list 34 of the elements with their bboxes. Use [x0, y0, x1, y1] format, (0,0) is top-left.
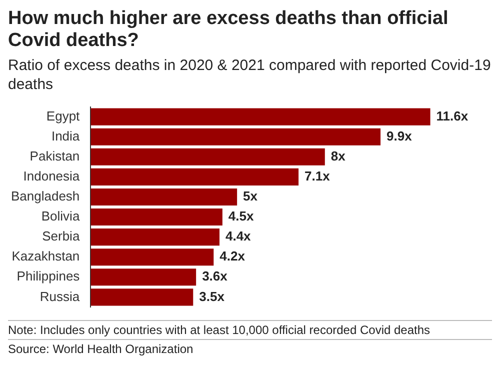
data-label: 3.6x — [202, 268, 228, 284]
bar — [90, 128, 381, 146]
y-tick-label: Kazakhstan — [12, 248, 80, 264]
chart-subtitle: Ratio of excess deaths in 2020 & 2021 compared with reported Covid-19 deaths — [8, 56, 492, 94]
y-tick-label: India — [51, 128, 80, 144]
y-tick-label: Indonesia — [23, 168, 80, 184]
y-tick-label: Russia — [40, 288, 80, 304]
data-label: 4.5x — [228, 208, 254, 224]
bar — [90, 228, 220, 246]
data-label: 7.1x — [304, 168, 331, 184]
data-label: 11.6x — [436, 108, 469, 124]
bar — [90, 248, 214, 266]
y-tick-label: Serbia — [42, 228, 80, 244]
data-label: 8x — [330, 148, 346, 164]
bar — [90, 108, 430, 126]
bar — [90, 148, 325, 166]
bar — [90, 188, 238, 206]
y-tick-label: Pakistan — [30, 148, 80, 164]
y-tick-label: Philippines — [16, 268, 80, 284]
text: Note: Includes only countries with at least 10,000 official recorded Covid deaths — [8, 320, 492, 337]
data-label: 4.4x — [225, 228, 252, 244]
bar — [90, 208, 222, 226]
bar — [90, 288, 194, 306]
y-tick-label: Bangladesh — [10, 188, 80, 204]
data-label: 9.9x — [386, 128, 413, 144]
y-tick-label: Bolivia — [41, 208, 80, 224]
bar — [90, 268, 196, 286]
data-label: 4.2x — [220, 248, 246, 264]
y-tick-label: Egypt — [46, 108, 80, 124]
data-label: 5x — [243, 188, 258, 204]
chart-title: How much higher are excess deaths than official Covid deaths? — [8, 8, 450, 52]
source-note: Source: World Health Organization — [8, 339, 492, 356]
bar — [90, 168, 299, 186]
data-label: 3.5x — [199, 288, 226, 304]
